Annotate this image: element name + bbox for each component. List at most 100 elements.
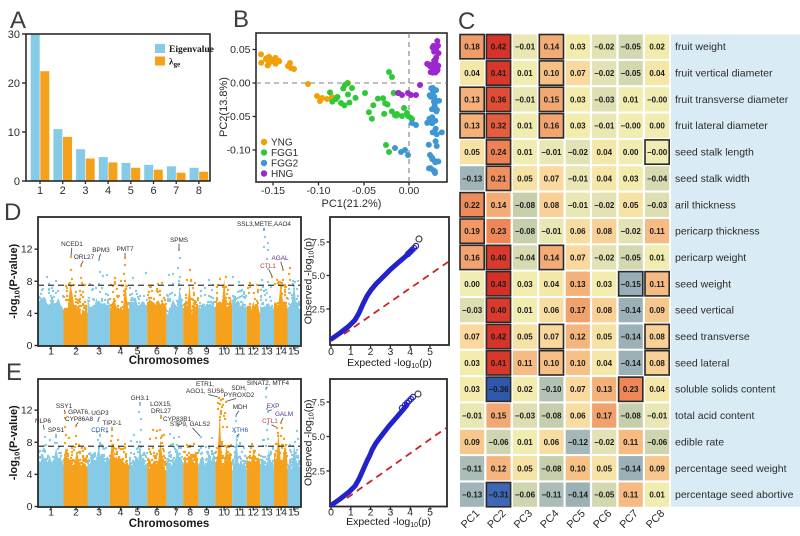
svg-text:−0.03: −0.03 [594, 95, 615, 104]
svg-text:SSY1: SSY1 [56, 403, 73, 410]
svg-text:−0.14: −0.14 [621, 306, 642, 315]
svg-text:HNG: HNG [271, 169, 293, 180]
svg-text:seed stalk length: seed stalk length [675, 147, 754, 159]
svg-text:0.09: 0.09 [464, 438, 480, 447]
svg-text:6: 6 [154, 346, 160, 358]
svg-text:7.5: 7.5 [312, 238, 325, 249]
svg-text:0.05: 0.05 [517, 333, 533, 342]
svg-text:−0.12: −0.12 [568, 438, 589, 447]
svg-text:0.23: 0.23 [491, 227, 507, 236]
svg-text:Eigenvalue: Eigenvalue [169, 45, 214, 55]
svg-text:−0.00: −0.00 [647, 95, 668, 104]
svg-text:−0.03: −0.03 [462, 306, 483, 315]
svg-text:−0.08: −0.08 [541, 412, 562, 421]
svg-text:4: 4 [27, 469, 33, 481]
svg-text:2.5: 2.5 [312, 467, 325, 478]
svg-text:5.0: 5.0 [312, 271, 325, 282]
svg-text:7: 7 [173, 507, 179, 519]
svg-text:B: B [233, 6, 249, 33]
svg-text:−0.13: −0.13 [462, 491, 483, 500]
svg-text:0.04: 0.04 [544, 280, 560, 289]
svg-text:−0.31: −0.31 [488, 491, 509, 500]
svg-text:−0.01: −0.01 [568, 174, 589, 183]
svg-text:−0.14: −0.14 [568, 491, 589, 500]
svg-text:12: 12 [247, 346, 259, 358]
svg-text:−0.01: −0.01 [594, 122, 615, 131]
svg-text:−0.10: −0.10 [541, 385, 562, 394]
svg-text:0.40: 0.40 [491, 306, 507, 315]
svg-text:8: 8 [187, 346, 193, 358]
svg-text:8: 8 [27, 276, 33, 288]
svg-text:0.41: 0.41 [491, 359, 507, 368]
svg-text:0.03: 0.03 [570, 95, 586, 104]
svg-text:12: 12 [21, 244, 33, 256]
svg-text:LOX15,: LOX15, [150, 401, 172, 408]
svg-text:0.03: 0.03 [570, 122, 586, 131]
svg-text:−0.03: −0.03 [515, 412, 536, 421]
svg-text:0.09: 0.09 [649, 464, 665, 473]
svg-text:−0.06: −0.06 [515, 491, 536, 500]
svg-text:1: 1 [48, 507, 54, 519]
svg-text:0.18: 0.18 [464, 43, 480, 52]
svg-text:0.07: 0.07 [544, 333, 560, 342]
svg-text:7: 7 [173, 185, 179, 197]
svg-text:0.14: 0.14 [491, 201, 507, 210]
svg-text:2: 2 [60, 185, 66, 197]
svg-text:0.00: 0.00 [399, 185, 420, 197]
svg-text:0.08: 0.08 [596, 306, 612, 315]
svg-text:5: 5 [427, 346, 433, 358]
svg-text:0.17: 0.17 [596, 412, 612, 421]
svg-text:−0.05: −0.05 [621, 69, 642, 78]
svg-text:0.01: 0.01 [517, 306, 533, 315]
svg-text:Expected -log10(p): Expected -log10(p) [347, 357, 432, 370]
svg-text:0.41: 0.41 [491, 69, 507, 78]
svg-text:4: 4 [27, 308, 33, 320]
svg-text:0.24: 0.24 [491, 148, 507, 157]
svg-text:3: 3 [82, 185, 88, 197]
svg-text:−0.08: −0.08 [541, 464, 562, 473]
svg-text:20: 20 [8, 78, 20, 90]
svg-text:−0.14: −0.14 [621, 464, 642, 473]
svg-text:NCED1: NCED1 [61, 241, 83, 248]
svg-text:0.43: 0.43 [491, 280, 507, 289]
svg-text:0.12: 0.12 [491, 464, 507, 473]
svg-text:CDR1: CDR1 [91, 427, 109, 434]
svg-text:−0.01: −0.01 [647, 412, 668, 421]
svg-text:0.03: 0.03 [596, 280, 612, 289]
svg-text:3: 3 [387, 346, 393, 358]
svg-text:4: 4 [118, 507, 124, 519]
svg-text:0.08: 0.08 [649, 333, 665, 342]
svg-text:−0.08: −0.08 [621, 412, 642, 421]
svg-text:0.01: 0.01 [517, 69, 533, 78]
svg-text:7.5: 7.5 [312, 398, 325, 409]
svg-text:EXP: EXP [267, 403, 280, 410]
svg-text:0.11: 0.11 [623, 491, 639, 500]
svg-text:−0.11: −0.11 [462, 464, 482, 473]
svg-text:0.00: 0.00 [649, 122, 665, 131]
svg-text:0.01: 0.01 [517, 438, 533, 447]
svg-text:GH3.1: GH3.1 [131, 395, 150, 402]
svg-text:0.32: 0.32 [491, 122, 507, 131]
svg-text:pericarp thickness: pericarp thickness [675, 226, 760, 238]
svg-text:1: 1 [48, 346, 54, 358]
svg-text:-0.10: -0.10 [307, 185, 331, 197]
svg-text:−0.08: −0.08 [515, 201, 536, 210]
svg-text:-0.10: -0.10 [227, 145, 251, 157]
svg-text:13: 13 [261, 346, 273, 358]
svg-text:seed transverse: seed transverse [675, 331, 750, 343]
svg-text:2: 2 [368, 507, 374, 519]
svg-text:−0.02: −0.02 [621, 227, 642, 236]
svg-text:0.05: 0.05 [464, 148, 480, 157]
svg-text:5.0: 5.0 [312, 432, 325, 443]
svg-text:seed stalk width: seed stalk width [675, 173, 750, 185]
svg-text:10: 10 [218, 507, 230, 519]
svg-text:0.42: 0.42 [491, 43, 507, 52]
svg-text:30: 30 [8, 29, 20, 41]
svg-text:FGG2: FGG2 [271, 159, 299, 170]
svg-text:PC2(13.8%): PC2(13.8%) [218, 77, 230, 137]
svg-text:0.21: 0.21 [491, 174, 507, 183]
svg-text:9: 9 [204, 507, 210, 519]
svg-text:8: 8 [196, 185, 202, 197]
svg-text:CYP86A8: CYP86A8 [65, 416, 94, 423]
svg-text:0.07: 0.07 [544, 174, 560, 183]
